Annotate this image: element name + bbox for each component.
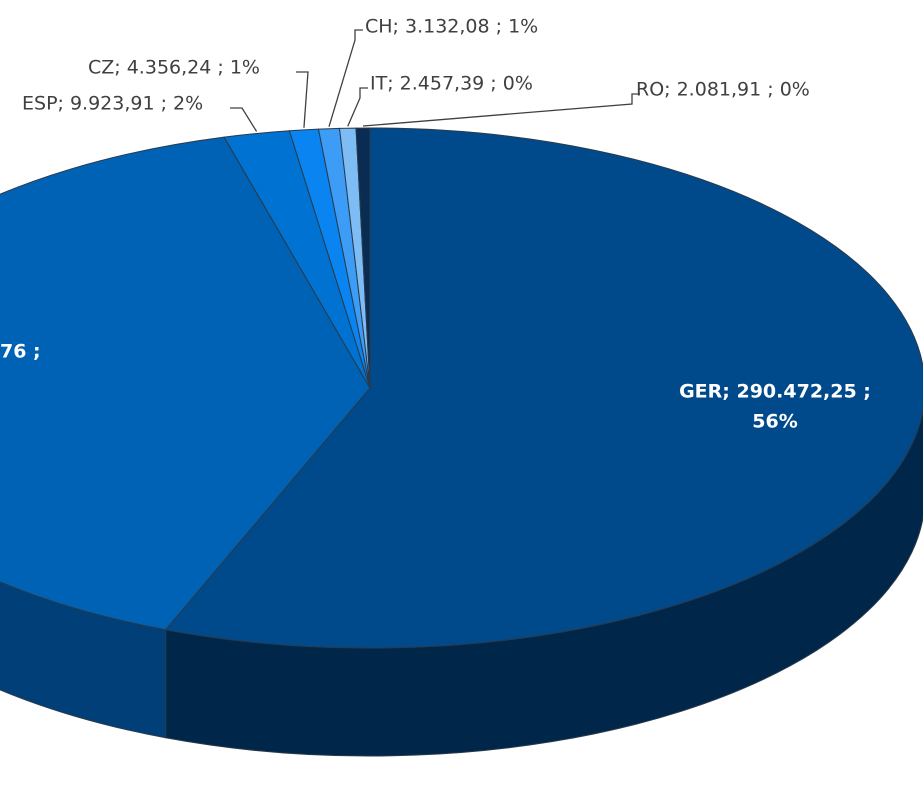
- leader-line: [347, 87, 368, 127]
- data-label: GER; 290.472,25 ;: [679, 381, 871, 403]
- leader-line: [362, 93, 640, 127]
- leader-line: [230, 107, 258, 132]
- data-label: CH; 3.132,08 ; 1%: [365, 16, 538, 38]
- slice: [355, 127, 371, 389]
- data-label: RO; 2.081,91 ; 0%: [636, 79, 810, 101]
- leader-line: [296, 71, 309, 128]
- slice: [0, 136, 371, 631]
- slice-side: [0, 581, 167, 739]
- data-label: ESP; 9.923,91 ; 2%: [22, 93, 203, 115]
- data-label: CZ; 4.356,24 ; 1%: [88, 57, 260, 79]
- data-label: IT; 2.457,39 ; 0%: [370, 73, 533, 95]
- leader-line: [328, 29, 363, 127]
- data-label: 76 ;: [0, 341, 41, 363]
- slice: [164, 127, 923, 649]
- data-label: 56%: [752, 411, 797, 433]
